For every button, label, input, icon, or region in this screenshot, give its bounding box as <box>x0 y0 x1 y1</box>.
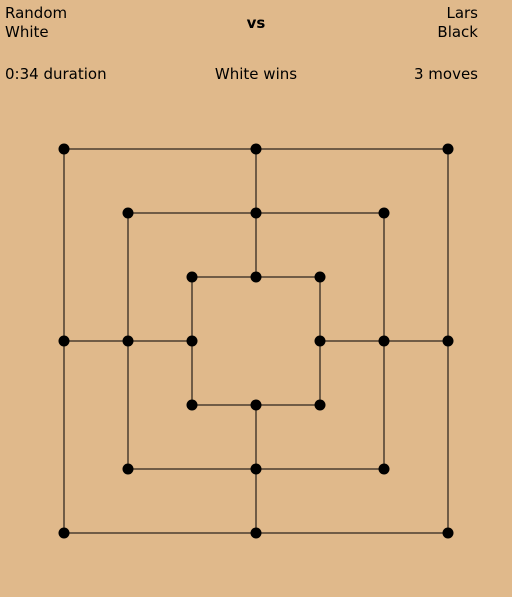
board-point-a7[interactable] <box>58 143 70 155</box>
left-player-name: Random <box>5 4 68 22</box>
board-points <box>58 143 454 539</box>
board-point-b4[interactable] <box>122 335 134 347</box>
board-point-e5[interactable] <box>314 271 326 283</box>
right-player-color: Black <box>437 23 478 41</box>
right-player-name: Lars <box>446 4 478 22</box>
board-point-g7[interactable] <box>442 143 454 155</box>
board-point-g1[interactable] <box>442 527 454 539</box>
board-lines <box>63 148 449 534</box>
board-point-f4[interactable] <box>378 335 390 347</box>
board-point-d1[interactable] <box>250 527 262 539</box>
board-point-a1[interactable] <box>58 527 70 539</box>
board-point-b2[interactable] <box>122 463 134 475</box>
board-point-a4[interactable] <box>58 335 70 347</box>
board-point-g4[interactable] <box>442 335 454 347</box>
board-point-e4[interactable] <box>314 335 326 347</box>
game-result: White wins <box>214 65 298 83</box>
board-point-e3[interactable] <box>314 399 326 411</box>
board-point-d3[interactable] <box>250 399 262 411</box>
board-point-c3[interactable] <box>186 399 198 411</box>
board-point-d7[interactable] <box>250 143 262 155</box>
board-point-f6[interactable] <box>378 207 390 219</box>
left-player-color: White <box>5 23 49 41</box>
board-point-d6[interactable] <box>250 207 262 219</box>
game-duration: 0:34 duration <box>5 65 107 83</box>
move-count: 3 moves <box>413 65 478 83</box>
board-point-f2[interactable] <box>378 463 390 475</box>
versus-label: vs <box>246 14 266 32</box>
board-point-d5[interactable] <box>250 271 262 283</box>
board-point-c5[interactable] <box>186 271 198 283</box>
board-point-d2[interactable] <box>250 463 262 475</box>
inner-square <box>191 276 321 406</box>
board-point-c4[interactable] <box>186 335 198 347</box>
board-point-b6[interactable] <box>122 207 134 219</box>
